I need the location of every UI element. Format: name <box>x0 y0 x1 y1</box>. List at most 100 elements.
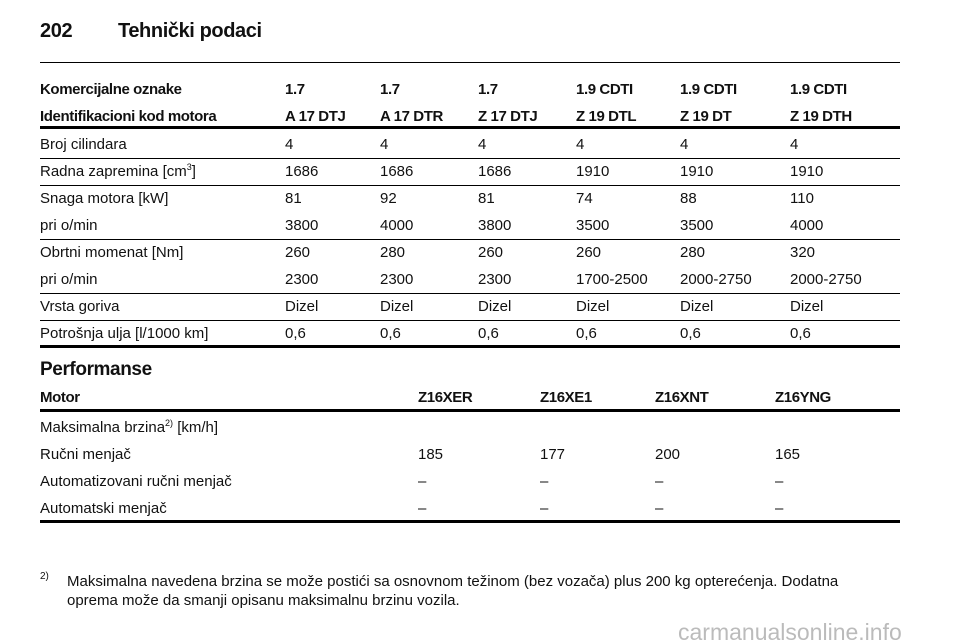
cell: 200 <box>655 446 681 463</box>
rule <box>40 158 900 159</box>
column-header: Komercijalne oznake <box>40 81 182 98</box>
cell: 1910 <box>680 163 714 180</box>
cell: 3500 <box>680 217 714 234</box>
row-label: Automatizovani ručni menjač <box>40 473 232 490</box>
column-header: Z 17 DTJ <box>478 108 538 125</box>
column-header: 1.9 CDTI <box>680 81 737 98</box>
row-label: Potrošnja ulja [l/1000 km] <box>40 325 209 342</box>
cell: 0,6 <box>680 325 701 342</box>
column-header: 1.9 CDTI <box>790 81 847 98</box>
row-label: Ručni menjač <box>40 446 131 463</box>
cell: 260 <box>576 244 602 261</box>
cell: 4000 <box>790 217 824 234</box>
cell: 3800 <box>285 217 319 234</box>
cell: 260 <box>478 244 504 261</box>
cell: Dizel <box>680 298 714 315</box>
row-label: Radna zapremina [cm3] <box>40 163 196 181</box>
column-header: 1.7 <box>285 81 305 98</box>
cell: 185 <box>418 446 444 463</box>
cell: 1686 <box>380 163 414 180</box>
cell: 1910 <box>576 163 610 180</box>
row-label: Broj cilindara <box>40 136 127 153</box>
cell: 2000-2750 <box>680 271 752 288</box>
cell: – <box>418 500 427 517</box>
cell: Dizel <box>380 298 414 315</box>
rule <box>40 125 900 129</box>
cell: 3800 <box>478 217 512 234</box>
column-header: A 17 DTJ <box>285 108 346 125</box>
cell: 81 <box>285 190 302 207</box>
rule <box>40 239 900 240</box>
cell: 0,6 <box>478 325 499 342</box>
cell: 4 <box>680 136 689 153</box>
rule <box>40 61 900 63</box>
cell: 88 <box>680 190 697 207</box>
cell: Dizel <box>478 298 512 315</box>
row-label: Snaga motora [kW] <box>40 190 169 207</box>
footnote-text: Maksimalna navedena brzina se može posti… <box>67 573 839 590</box>
rule <box>40 344 900 348</box>
footnote-text: oprema može da smanji opisanu maksimalnu… <box>67 592 460 609</box>
cell: – <box>540 500 549 517</box>
cell: 260 <box>285 244 311 261</box>
cell: – <box>655 473 664 490</box>
label-text: Radna zapremina [cm <box>40 163 187 180</box>
cell: 4 <box>576 136 585 153</box>
cell: 0,6 <box>790 325 811 342</box>
column-header: Z16XNT <box>655 389 709 406</box>
column-header: Z 19 DT <box>680 108 732 125</box>
cell: Dizel <box>576 298 610 315</box>
cell: 2300 <box>380 271 414 288</box>
cell: – <box>540 473 549 490</box>
cell: 165 <box>775 446 801 463</box>
rule <box>40 293 900 294</box>
cell: 1686 <box>285 163 319 180</box>
column-header: Z16XE1 <box>540 389 592 406</box>
cell: 4 <box>285 136 294 153</box>
column-header: Z16XER <box>418 389 473 406</box>
cell: 0,6 <box>380 325 401 342</box>
cell: 92 <box>380 190 397 207</box>
rule <box>40 320 900 321</box>
row-label: Obrtni momenat [Nm] <box>40 244 184 261</box>
row-label: Vrsta goriva <box>40 298 120 315</box>
cell: 4 <box>790 136 799 153</box>
column-header: 1.7 <box>380 81 400 98</box>
section-title: Performanse <box>40 359 152 380</box>
cell: 4 <box>478 136 487 153</box>
cell: – <box>775 473 784 490</box>
column-header: 1.9 CDTI <box>576 81 633 98</box>
label-superscript: 3 <box>186 162 192 172</box>
watermark: carmanualsonline.info <box>678 619 902 642</box>
cell: 2000-2750 <box>790 271 862 288</box>
row-label: Automatski menjač <box>40 500 167 517</box>
rule <box>40 185 900 186</box>
cell: 0,6 <box>576 325 597 342</box>
cell: Dizel <box>285 298 319 315</box>
cell: – <box>775 500 784 517</box>
column-header: Z16YNG <box>775 389 831 406</box>
column-header: Z 19 DTL <box>576 108 637 125</box>
page-title: Tehnički podaci <box>118 20 262 42</box>
column-header: 1.7 <box>478 81 498 98</box>
rule <box>40 519 900 523</box>
row-label: Maksimalna brzina2) [km/h] <box>40 419 218 437</box>
cell: Dizel <box>790 298 824 315</box>
cell: 280 <box>380 244 406 261</box>
cell: 4 <box>380 136 389 153</box>
cell: – <box>655 500 664 517</box>
cell: 320 <box>790 244 816 261</box>
cell: 4000 <box>380 217 414 234</box>
cell: 3500 <box>576 217 610 234</box>
cell: 81 <box>478 190 495 207</box>
row-label: pri o/min <box>40 217 98 234</box>
cell: 2300 <box>285 271 319 288</box>
footnote-marker: 2) <box>40 571 49 582</box>
row-label: pri o/min <box>40 271 98 288</box>
label-superscript: 2) <box>165 418 174 428</box>
cell: 1686 <box>478 163 512 180</box>
cell: 280 <box>680 244 706 261</box>
cell: 110 <box>790 190 814 207</box>
column-header: A 17 DTR <box>380 108 443 125</box>
